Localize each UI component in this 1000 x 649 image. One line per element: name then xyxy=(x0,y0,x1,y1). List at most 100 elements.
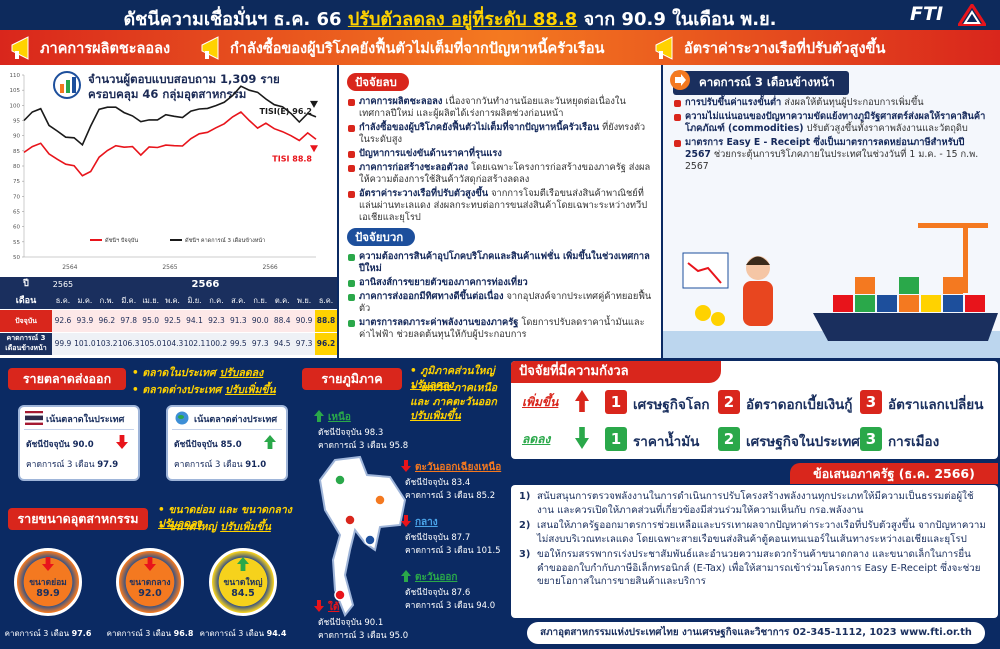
y-tick-label: 85 xyxy=(13,149,20,155)
trend-arrow xyxy=(42,557,54,571)
icon-bar xyxy=(66,80,70,93)
forecast-label: คาดการณ์ 3 เดือน xyxy=(4,629,70,638)
megaphone-icon xyxy=(655,36,673,60)
footer-org: สภาอุตสาหกรรมแห่งประเทศไทย งานเศรษฐกิจแล… xyxy=(540,627,897,638)
forecast-value: 101.5 xyxy=(476,546,501,556)
container xyxy=(899,277,919,294)
megaphone-icon xyxy=(11,36,29,60)
bullet-icon xyxy=(674,114,681,121)
current-value: 87.7 xyxy=(451,533,471,543)
bullet-head: อัตราค่าระวางเรือที่ปรับตัวสูงขึ้น xyxy=(359,188,489,199)
note: • ยกเว้น ภาคเหนือ และ ภาคตะวันออก ปรับเพ… xyxy=(410,381,506,423)
table-value: 88.4 xyxy=(273,316,291,325)
title-highlight: ปรับตัวลดลง อยู่ที่ระดับ 88.8 xyxy=(347,9,578,30)
current-value: 90.0 xyxy=(72,440,94,450)
year-header: ปี xyxy=(23,279,29,289)
table-value: 92.6 xyxy=(54,316,72,325)
bullet-icon xyxy=(348,125,355,132)
proposals-title-text: ข้อเสนอภาครัฐ xyxy=(813,466,895,481)
bullet-item: มาตรการ Easy E - Receipt ซึ่งเป็นมาตรการ… xyxy=(673,137,993,173)
month: พ.ค. xyxy=(165,296,180,305)
size-value: 92.0 xyxy=(138,588,162,599)
megaphone xyxy=(655,36,673,60)
banner: ภาคการผลิตชะลอลง กำลังซื้อของผู้บริโภคยัง… xyxy=(0,30,1000,65)
bullet-head: การปรับขึ้นค่าแรงขั้นต่ำ xyxy=(685,97,782,108)
y-tick-label: 75 xyxy=(13,179,20,185)
trend-arrow xyxy=(264,435,276,449)
table-value: 92.5 xyxy=(164,316,181,325)
trend-arrow xyxy=(401,515,411,527)
bullet-icon xyxy=(674,140,681,147)
current-value: 98.3 xyxy=(364,428,384,438)
arrow-shape xyxy=(314,600,324,612)
forecast-label: คาดการณ์ 3 เดือน xyxy=(106,629,172,638)
forecast-value: 95.0 xyxy=(389,631,409,641)
region-current: ดัชนีปัจจุบัน 83.4 xyxy=(405,475,470,489)
note-text: ภูมิภาคส่วนใหญ่ xyxy=(420,365,495,377)
arrow-shape xyxy=(401,515,411,527)
map-pin xyxy=(364,534,376,546)
arrow-shape xyxy=(575,427,589,449)
size-name: ขนาดใหญ่ xyxy=(223,578,263,588)
bullet-text: โดยการปรับลดราคาน้ำมันและค่าไฟฟ้า ช่วยลด… xyxy=(359,317,645,340)
megaphone-handle xyxy=(205,51,209,59)
market-forecast: คาดการณ์ 3 เดือน 91.0 xyxy=(174,457,266,471)
section-title-text: ปัจจัยบวก xyxy=(355,230,404,244)
y-tick-label: 95 xyxy=(13,119,20,125)
table-value: 101.0 xyxy=(74,339,96,348)
month: ก.ย. xyxy=(253,296,268,305)
table-value: 90.9 xyxy=(295,316,313,325)
container xyxy=(965,295,985,312)
market-name: เน้นตลาดต่างประเทศ xyxy=(194,415,278,425)
current-value: 90.1 xyxy=(364,618,384,628)
proposal-number: 2) xyxy=(519,520,531,531)
note: • ตลาดต่างประเทศ ปรับเพิ่มขึ้น xyxy=(132,383,297,397)
current-label: ดัชนีปัจจุบัน xyxy=(405,478,449,488)
row-label: ปัจจุบัน xyxy=(0,310,52,332)
globe-land xyxy=(178,415,184,419)
header-bg xyxy=(0,277,337,309)
concern-rank: 3 xyxy=(860,427,882,451)
y-tick-label: 65 xyxy=(13,210,20,216)
arrow-shape xyxy=(401,570,411,582)
bullet-head: กำลังซื้อของผู้บริโภคยังฟื้นตัวไม่เต็มที… xyxy=(359,122,600,133)
forecast-label: คาดการณ์ 3 เดือน xyxy=(26,460,95,470)
concern-rank: 2 xyxy=(718,427,740,451)
trend-arrow xyxy=(314,410,324,422)
region-current: ดัชนีปัจจุบัน 87.7 xyxy=(405,530,470,544)
header: ดัชนีความเชื่อมั่นฯ ธ.ค. 66 ปรับตัวลดลง … xyxy=(0,0,1000,30)
bullet-item: ภาคการก่อสร้างชะลอตัวลง โดยเฉพาะโครงการก… xyxy=(347,162,655,186)
note-text: ขนาดใหญ่ xyxy=(168,521,217,533)
forecast-value: 97.6 xyxy=(71,629,92,638)
title-text: ดัชนีความเชื่อมั่นฯ ธ.ค. 66 xyxy=(123,9,342,30)
container xyxy=(855,295,875,312)
end-label: TISI 88.8 xyxy=(272,154,312,163)
bullet-item: ความต้องการสินค้าอุปโภคบริโภคและสินค้าแฟ… xyxy=(347,251,655,275)
note-bullet: • xyxy=(410,365,421,377)
megaphone xyxy=(11,36,29,60)
person-hair xyxy=(746,256,770,265)
flag-icon xyxy=(25,411,43,425)
month: ก.พ. xyxy=(99,296,114,305)
container xyxy=(943,295,963,312)
region-name: ใต้ xyxy=(328,602,340,613)
ship-hull xyxy=(813,313,998,341)
table-value: 97.3 xyxy=(251,339,269,348)
forecast-value: 96.8 xyxy=(173,629,194,638)
thailand-map xyxy=(318,455,407,617)
bullet-text: ช่วยกระตุ้นการบริโภคภายในประเทศในช่วงวัน… xyxy=(685,149,979,172)
table-value: 92.3 xyxy=(208,316,225,325)
logo: FTI xyxy=(910,3,944,25)
bullet-head: ภาคการก่อสร้างชะลอตัวลง xyxy=(359,162,469,173)
year: 2566 xyxy=(191,279,220,290)
legend-label: ดัชนีฯ ปัจจุบัน xyxy=(105,237,138,244)
title-end: จาก 90.9 ในเดือน พ.ย. xyxy=(583,9,777,30)
concern-text: ราคาน้ำมัน xyxy=(633,434,700,450)
proposal-text: สนับสนุนการตรวจพลังงานในการดำเนินการปรับ… xyxy=(537,491,974,516)
banner-item: อัตราค่าระวางเรือที่ปรับตัวสูงขึ้น xyxy=(684,41,886,57)
arrow-shape xyxy=(116,435,128,449)
note-text: ตลาดในประเทศ xyxy=(142,367,216,379)
arrow-shape xyxy=(237,557,249,571)
market-card: เน้นตลาดต่างประเทศ ดัชนีปัจจุบัน 85.0 คาดก… xyxy=(166,405,288,481)
trend-arrow xyxy=(116,435,128,449)
